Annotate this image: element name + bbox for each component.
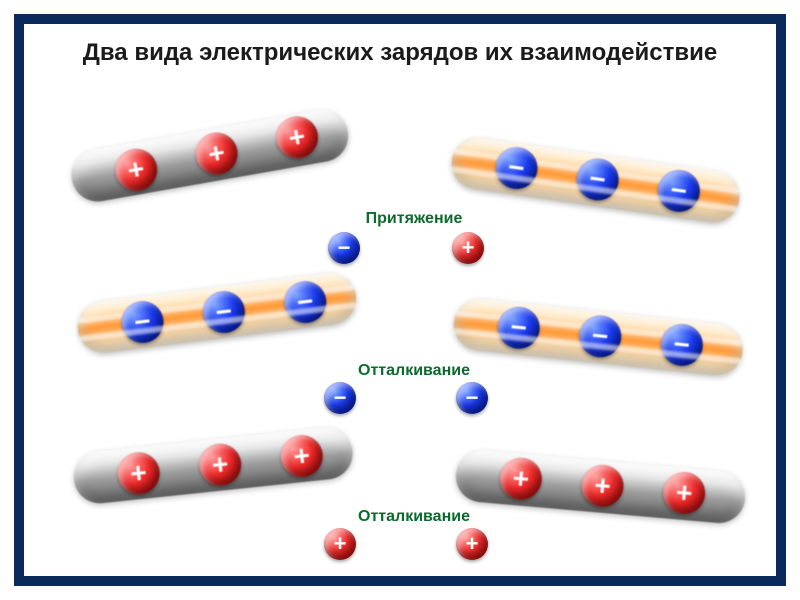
positive-charge: + (279, 433, 325, 479)
positive-charge: + (580, 463, 626, 509)
positive-charge: + (452, 232, 484, 264)
positive-charge: + (324, 528, 356, 560)
negative-charge: − (119, 299, 166, 346)
positive-charge: + (456, 528, 488, 560)
diagram-stage: Два вида электрических зарядов их взаимо… (24, 24, 776, 576)
outer-frame: Два вида электрических зарядов их взаимо… (14, 14, 786, 586)
negative-charge: − (201, 289, 248, 336)
label-repulsion-2: Отталкивание (314, 508, 514, 526)
negative-charge: − (328, 232, 360, 264)
label-repulsion-1: Отталкивание (314, 362, 514, 380)
negative-charge: − (493, 144, 540, 191)
negative-charge: − (456, 382, 488, 414)
rod-r1-gray: + + + (67, 106, 352, 206)
positive-charge: + (273, 113, 322, 162)
positive-charge: + (197, 442, 243, 488)
rod-r3-amber: −−− (75, 270, 359, 356)
positive-charge: + (192, 129, 241, 178)
negative-charge: − (324, 382, 356, 414)
rod-r5-gray: + + + (71, 425, 355, 506)
positive-charge: + (116, 450, 162, 496)
label-attraction: Притяжение (314, 210, 514, 228)
diagram-title: Два вида электрических зарядов их взаимо… (24, 38, 776, 68)
positive-charge: + (498, 456, 544, 502)
negative-charge: − (577, 313, 623, 359)
negative-charge: − (496, 305, 542, 351)
positive-charge: + (661, 470, 707, 516)
negative-charge: − (659, 322, 705, 368)
negative-charge: − (574, 156, 621, 203)
negative-charge: − (282, 279, 329, 326)
negative-charge: − (655, 167, 702, 214)
positive-charge: + (112, 145, 161, 194)
